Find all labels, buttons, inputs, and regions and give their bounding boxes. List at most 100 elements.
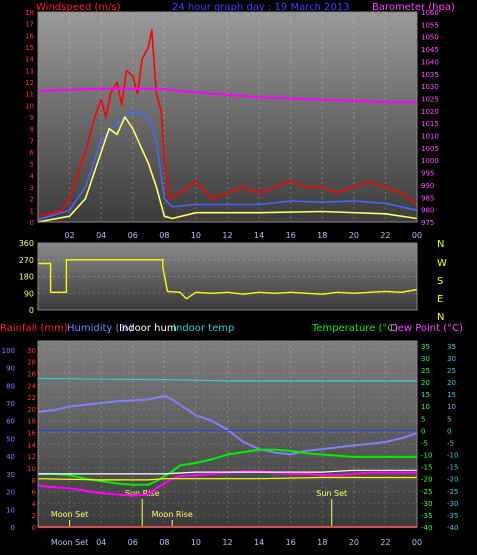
temperature-tick-label: -25 <box>421 488 432 496</box>
barometer-tick-label: 1040 <box>421 58 439 66</box>
barometer-axis-label: Barometer (hpa) <box>372 2 455 13</box>
x-tick-label: 18 <box>317 231 327 240</box>
rainfall-tick-label: 18 <box>27 418 36 426</box>
dew-point-tick-label: -25 <box>447 488 458 496</box>
x-tick-label: 12 <box>222 231 232 240</box>
barometer-tick-label: 1045 <box>421 46 439 54</box>
rainfall-tick-label: 20 <box>27 406 36 414</box>
humidity-tick-label: 10 <box>6 506 15 514</box>
x-tick-label: Moon Set <box>51 538 88 547</box>
windspeed-tick-label: 1 <box>30 207 34 215</box>
x-tick-label: 16 <box>286 231 296 240</box>
dew-point-axis-label: Dew Point (°C) <box>390 323 463 334</box>
dew-point-tick-label: -10 <box>447 452 458 460</box>
humidity-tick-label: 0 <box>11 524 15 532</box>
barometer-tick-label: 1025 <box>421 95 439 103</box>
x-tick-label: 10 <box>191 538 201 547</box>
x-tick-label: 08 <box>159 231 169 240</box>
rainfall-tick-label: 14 <box>27 441 36 449</box>
x-tick-label: 02 <box>64 231 74 240</box>
windspeed-tick-label: 17 <box>25 21 34 29</box>
compass-label: N <box>437 312 444 323</box>
temperature-tick-label: 5 <box>421 415 425 423</box>
humidity-tick-label: 70 <box>6 400 15 408</box>
direction-tick-label: 0 <box>29 306 34 315</box>
gust-line <box>37 116 418 223</box>
temperature-tick-label: 15 <box>421 391 430 399</box>
humidity-tick-label: 90 <box>6 365 15 373</box>
dew-point-tick-label: 25 <box>447 367 456 375</box>
indoor-temp-label: Indoor temp <box>173 323 234 334</box>
barometer-tick-label: 975 <box>421 219 434 227</box>
windspeed-line <box>37 28 418 217</box>
barometer-line <box>37 87 417 104</box>
x-tick-label: 08 <box>159 538 169 547</box>
compass-label: S <box>437 276 443 287</box>
dew-point-tick-label: -15 <box>447 464 458 472</box>
barometer-tick-label: 1015 <box>421 120 439 128</box>
rainfall-tick-label: 26 <box>27 370 36 378</box>
windspeed-tick-label: 7 <box>30 137 34 145</box>
x-tick-label: 16 <box>286 538 296 547</box>
barometer-tick-label: 1000 <box>421 157 439 165</box>
windspeed-tick-label: 2 <box>30 196 34 204</box>
windspeed-tick-label: 3 <box>30 184 34 192</box>
temperature-tick-label: 0 <box>421 427 425 435</box>
rainfall-tick-label: 0 <box>32 524 36 532</box>
barometer-tick-label: 985 <box>421 194 434 202</box>
indoor-hum-label: Indoor hum <box>119 323 177 334</box>
plot-area-frame <box>37 11 418 223</box>
rainfall-tick-label: 12 <box>27 453 36 461</box>
dew-point-tick-label: 0 <box>447 427 451 435</box>
windspeed-tick-label: 5 <box>30 161 34 169</box>
rainfall-tick-label: 2 <box>32 512 36 520</box>
rainfall-tick-label: 8 <box>32 477 36 485</box>
direction-tick-label: 270 <box>19 256 34 265</box>
humidity-tick-label: 20 <box>6 489 15 497</box>
barometer-tick-label: 1050 <box>421 34 439 42</box>
temperature-tick-label: 20 <box>421 379 430 387</box>
rainfall-tick-label: 22 <box>27 394 36 402</box>
humidity-tick-label: 40 <box>6 453 15 461</box>
rainfall-tick-label: 16 <box>27 430 36 438</box>
dew-point-line <box>37 470 417 497</box>
windspeed-tick-label: 10 <box>25 102 34 110</box>
rainfall-axis-label: Rainfall (mm) <box>0 323 68 334</box>
barometer-tick-label: 995 <box>421 170 434 178</box>
direction-tick-label: 180 <box>19 273 34 282</box>
temperature-tick-label: 25 <box>421 367 430 375</box>
humidity-tick-label: 60 <box>6 418 15 426</box>
event-marker-label: Moon Set <box>51 510 88 519</box>
barometer-tick-label: 1020 <box>421 108 439 116</box>
barometer-tick-label: 990 <box>421 182 434 190</box>
rainfall-tick-label: 28 <box>27 359 36 367</box>
windspeed-tick-label: 14 <box>25 56 34 64</box>
plot-area-background <box>38 243 417 310</box>
humidity-tick-label: 30 <box>6 471 15 479</box>
dew-point-tick-label: 10 <box>447 403 456 411</box>
wind-average-line <box>37 110 418 221</box>
x-tick-label: 14 <box>254 538 264 547</box>
humidity-tick-label: 100 <box>2 347 15 355</box>
temperature-line <box>38 448 417 486</box>
humidity-tick-label: 50 <box>6 435 15 443</box>
event-marker-label: Sun Set <box>316 489 347 498</box>
windspeed-tick-label: 15 <box>25 44 34 52</box>
event-marker-label: Sun Rise <box>125 489 160 498</box>
chart-title: 24 hour graph day : 19 March 2013 <box>172 2 350 13</box>
dew-point-tick-label: -20 <box>447 476 458 484</box>
temperature-tick-label: -35 <box>421 512 432 520</box>
barometer-tick-label: 1055 <box>421 21 439 29</box>
plot-area-background <box>38 341 417 527</box>
humidity-line <box>37 394 418 456</box>
windspeed-tick-label: 18 <box>25 9 34 17</box>
rainfall-tick-label: 4 <box>32 500 37 508</box>
temperature-tick-label: -5 <box>421 439 428 447</box>
windspeed-tick-label: 16 <box>25 32 34 40</box>
temperature-tick-label: -20 <box>421 476 432 484</box>
barometer-tick-label: 1030 <box>421 83 439 91</box>
x-tick-label: 10 <box>191 231 201 240</box>
x-tick-label: 06 <box>128 231 138 240</box>
temperature-tick-label: 10 <box>421 403 430 411</box>
